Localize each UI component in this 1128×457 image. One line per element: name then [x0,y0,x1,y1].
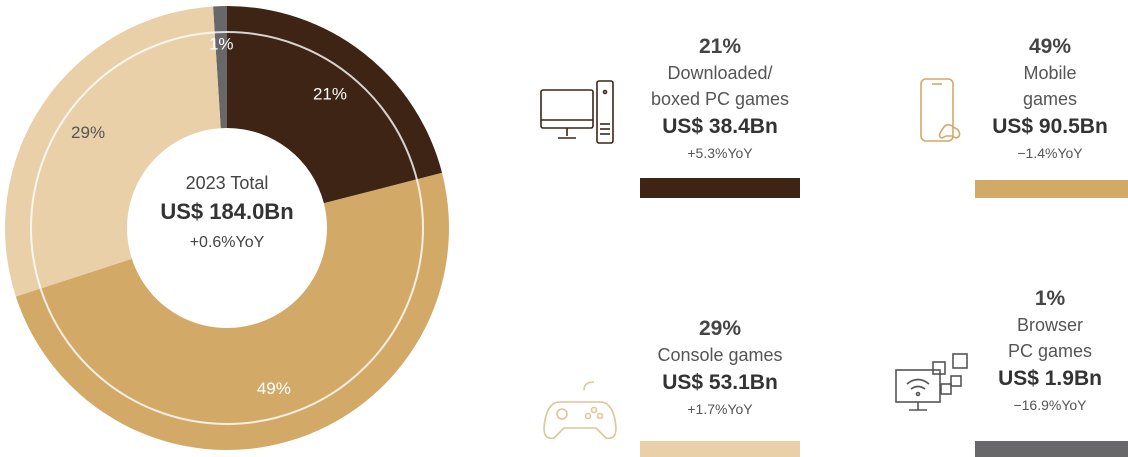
segment-yoy: −16.9%YoY [1013,397,1087,413]
segment-card: 1% Browser PC games US$ 1.9Bn −16.9%YoY [950,286,1128,416]
segment-revenue: US$ 1.9Bn [998,367,1102,390]
segment-yoy: +1.7%YoY [687,401,753,417]
slice-label: 49% [257,379,291,398]
center-value: US$ 184.0Bn [160,199,293,224]
browser-icon [895,353,968,411]
slice [15,172,450,451]
controller-icon [543,381,617,440]
mobile-icon [920,78,961,142]
segment-card: 49% Mobile games US$ 90.5Bn −1.4%YoY [950,34,1128,164]
color-bar [975,441,1128,457]
color-bar [640,178,800,198]
slice-label: 21% [313,85,347,104]
segment-share: 49% [1028,35,1072,58]
slice-label: 29% [71,123,105,142]
center-yoy: +0.6%YoY [190,234,265,251]
donut-chart: 2023 Total US$ 184.0Bn +0.6%YoY 21% 49% 29… [4,6,450,451]
ring [30,31,424,425]
segment-share: 29% [698,317,742,340]
pc-icon [540,80,614,144]
segment-name: Browser PC games [1007,315,1093,361]
slice [4,6,221,297]
segment-name: Console games [657,345,783,365]
slice-label: 1% [209,35,234,54]
segment-card: 29% Console games US$ 53.1Bn +1.7%YoY [620,316,820,420]
segment-revenue: US$ 90.5Bn [992,115,1108,138]
segment-revenue: US$ 53.1Bn [662,371,778,394]
segment-yoy: −1.4%YoY [1017,145,1083,161]
segment-share: 21% [698,35,742,58]
segment-name: Downloaded/ boxed PC games [650,63,790,109]
color-bar [640,441,800,457]
segment-revenue: US$ 38.4Bn [662,115,778,138]
segment-yoy: +5.3%YoY [687,145,753,161]
segment-card: 21% Downloaded/ boxed PC games US$ 38.4Bn +… [620,34,820,164]
color-bar [975,180,1128,198]
slice [213,6,227,129]
slice [227,6,443,204]
segment-share: 1% [1034,287,1066,310]
segment-name: Mobile games [1022,63,1078,109]
center-title: 2023 Total [186,173,269,193]
